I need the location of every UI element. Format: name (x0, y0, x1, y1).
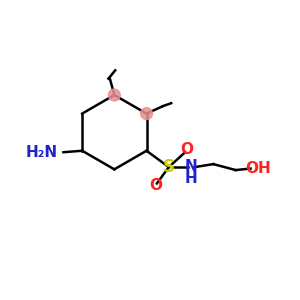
Text: H₂N: H₂N (26, 145, 58, 160)
Text: S: S (163, 158, 175, 176)
Text: O: O (149, 178, 162, 193)
Text: OH: OH (246, 161, 272, 176)
Text: H: H (185, 171, 197, 186)
Text: N: N (185, 159, 197, 174)
Text: O: O (180, 142, 193, 158)
Circle shape (108, 89, 120, 101)
Circle shape (141, 108, 152, 119)
